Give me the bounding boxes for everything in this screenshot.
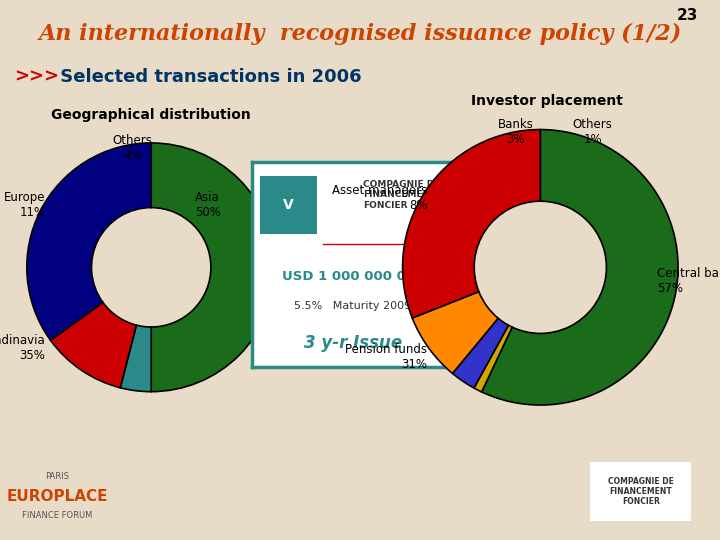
Text: Others
4%: Others 4%: [112, 133, 153, 161]
FancyBboxPatch shape: [260, 177, 317, 234]
Text: Central banks
57%: Central banks 57%: [657, 267, 720, 295]
Text: PARIS: PARIS: [45, 472, 70, 481]
Text: COMPAGNIE DE
FINANCEMENT
FONCIER: COMPAGNIE DE FINANCEMENT FONCIER: [363, 180, 440, 210]
Text: 3 y-r Issue: 3 y-r Issue: [304, 334, 402, 352]
Text: FINANCE FORUM: FINANCE FORUM: [22, 511, 93, 520]
Wedge shape: [413, 292, 498, 374]
Wedge shape: [27, 143, 151, 340]
Text: Others
1%: Others 1%: [572, 118, 613, 146]
Wedge shape: [50, 302, 136, 388]
Text: Selected transactions in 2006: Selected transactions in 2006: [54, 68, 361, 85]
Text: 5.5%   Maturity 2009: 5.5% Maturity 2009: [294, 301, 411, 310]
Text: COMPAGNIE DE
FINANCEMENT
FONCIER: COMPAGNIE DE FINANCEMENT FONCIER: [608, 476, 674, 507]
Text: >>>: >>>: [14, 68, 59, 85]
Wedge shape: [474, 325, 512, 392]
Wedge shape: [452, 318, 508, 388]
Text: V: V: [283, 198, 294, 212]
Text: EUROPLACE: EUROPLACE: [7, 489, 108, 504]
Wedge shape: [482, 130, 678, 405]
Wedge shape: [151, 143, 276, 392]
FancyBboxPatch shape: [590, 462, 691, 521]
Text: Banks
3%: Banks 3%: [498, 118, 534, 146]
Wedge shape: [120, 325, 151, 392]
Text: Asset managers
8%: Asset managers 8%: [332, 185, 428, 212]
Text: USD 1 000 000 000: USD 1 000 000 000: [282, 271, 424, 284]
Wedge shape: [402, 130, 540, 318]
Text: Pension funds
31%: Pension funds 31%: [346, 343, 428, 371]
Text: 23: 23: [677, 8, 698, 23]
Title: Geographical distribution: Geographical distribution: [51, 109, 251, 123]
Text: Scandinavia
35%: Scandinavia 35%: [0, 334, 45, 362]
Text: An internationally  recognised issuance policy (1/2): An internationally recognised issuance p…: [38, 23, 682, 45]
Title: Investor placement: Investor placement: [472, 93, 623, 107]
Text: Europe
11%: Europe 11%: [4, 191, 45, 219]
Text: Asia
50%: Asia 50%: [194, 191, 220, 219]
